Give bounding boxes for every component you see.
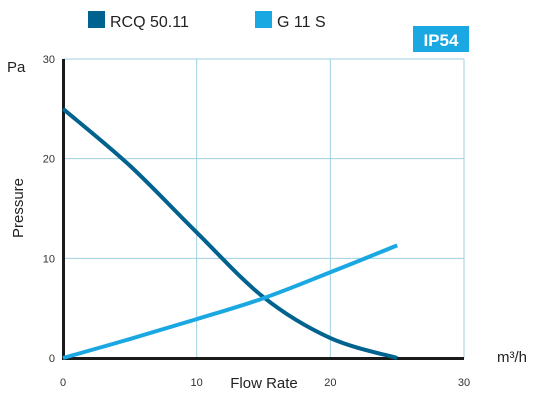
x-axis-title: Flow Rate [230,375,298,392]
ip-rating-badge: IP54 [413,26,469,52]
legend-swatch-rcq [88,11,105,28]
axes [62,59,464,360]
y-axis-title: Pressure [10,178,27,238]
y-unit-label: Pa [7,59,26,76]
y-tick-label-1: 10 [43,253,55,265]
legend-swatch-g11s [255,11,272,28]
ip-rating-badge-bg [413,26,469,52]
legend-label-rcq: RCQ 50.11 [110,14,189,31]
x-unit-label: m³/h [497,349,527,366]
x-tick-label-1: 10 [191,377,203,389]
series-line-1 [62,243,398,360]
y-tick-label-0: 0 [49,353,55,365]
legend: RCQ 50.11 G 11 S [88,11,326,31]
tick-labels: 0 10 20 30 0 10 20 30 [43,54,470,389]
grid [63,58,465,358]
x-tick-label-0: 0 [60,377,66,389]
x-tick-label-3: 30 [458,377,470,389]
ip-rating-badge-label: IP54 [424,31,460,50]
y-tick-label-3: 30 [43,54,55,66]
legend-label-g11s: G 11 S [277,14,326,31]
y-tick-label-2: 20 [43,154,55,166]
series-line-0 [61,107,398,360]
series [61,107,398,360]
x-tick-label-2: 20 [324,377,336,389]
